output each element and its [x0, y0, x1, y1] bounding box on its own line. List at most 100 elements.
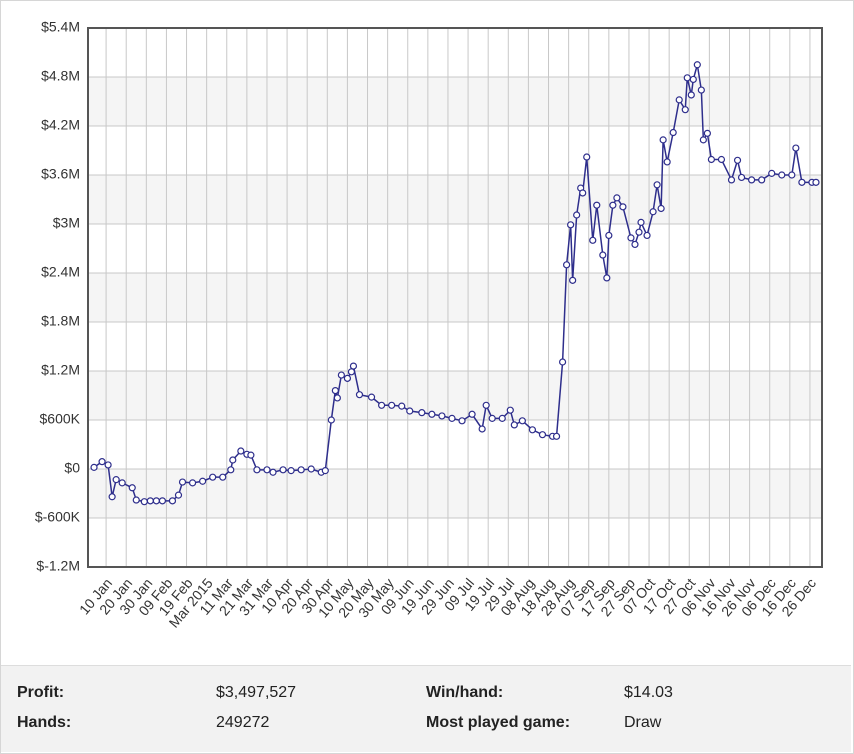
data-point: [609, 201, 617, 209]
data-point: [703, 129, 711, 137]
data-point: [518, 417, 526, 425]
data-point: [333, 394, 341, 402]
data-point: [552, 432, 561, 440]
data-point: [506, 406, 514, 414]
data-point: [428, 410, 436, 418]
y-tick-label: $5.4M: [41, 19, 80, 35]
stat-label: Win/hand:: [426, 684, 504, 701]
data-point: [510, 421, 518, 429]
data-point: [792, 144, 800, 152]
y-tick-label: $2.4M: [41, 264, 80, 280]
data-point: [168, 497, 177, 505]
data-point: [287, 467, 295, 475]
data-point: [128, 484, 136, 492]
data-point: [631, 240, 639, 249]
data-point: [458, 417, 466, 425]
data-point: [146, 497, 154, 505]
data-point: [140, 498, 148, 506]
y-tick-label: $1.2M: [41, 362, 80, 378]
data-point: [178, 478, 187, 486]
data-point: [727, 176, 736, 184]
stat-label: Profit:: [17, 684, 65, 701]
data-point: [438, 412, 446, 420]
data-point: [758, 176, 766, 184]
data-point: [468, 410, 476, 418]
data-point: [108, 493, 116, 501]
data-point: [649, 208, 657, 216]
data-point: [528, 426, 537, 434]
data-point: [378, 401, 386, 409]
data-point: [613, 194, 621, 202]
y-tick-label: $3M: [53, 215, 80, 231]
data-point: [263, 466, 271, 474]
data-point: [619, 203, 627, 211]
data-point: [573, 211, 581, 219]
data-point: [659, 136, 667, 144]
data-point: [253, 466, 261, 474]
data-point: [675, 96, 683, 104]
data-point: [593, 201, 601, 209]
data-point: [707, 155, 715, 164]
data-point: [488, 414, 496, 422]
data-point: [579, 189, 587, 197]
chart: $-1.2M $-600K $0 $600K $1.2M $1.8M $2.4M $3M $3.…: [35, 19, 823, 631]
grid-band: [88, 77, 822, 126]
data-point: [733, 156, 742, 164]
data-point: [237, 447, 245, 455]
y-tick-label: $1.8M: [41, 313, 80, 329]
data-point: [663, 158, 671, 166]
data-point: [418, 409, 426, 417]
data-point: [297, 466, 305, 474]
y-tick-label: $4.2M: [41, 117, 80, 133]
data-point: [478, 425, 486, 433]
data-point: [635, 228, 643, 236]
data-point: [498, 414, 506, 422]
data-point: [104, 461, 112, 469]
data-point: [683, 74, 691, 82]
stat-label: Hands:: [17, 714, 72, 731]
data-point: [687, 91, 695, 99]
data-point: [569, 276, 577, 284]
data-point: [174, 491, 183, 499]
data-point: [349, 362, 358, 370]
data-point: [152, 497, 160, 505]
data-point: [599, 251, 607, 259]
stat-label: Most played game:: [426, 714, 571, 731]
data-point: [343, 374, 352, 382]
data-point: [327, 416, 335, 424]
data-point: [229, 456, 237, 464]
data-point: [657, 204, 665, 213]
data-point: [693, 61, 701, 69]
data-point: [337, 371, 345, 379]
data-point: [118, 479, 126, 487]
data-point: [798, 178, 806, 186]
data-point: [669, 128, 677, 137]
data-point: [406, 407, 414, 415]
data-point: [627, 234, 635, 242]
y-tick-label: $-1.2M: [36, 558, 80, 574]
y-tick-label: $3.6M: [41, 166, 80, 182]
data-point: [112, 476, 120, 484]
data-point: [689, 75, 697, 84]
grid-band: [88, 469, 822, 518]
data-point: [448, 414, 456, 422]
data-point: [199, 477, 207, 485]
grid-band: [88, 273, 822, 322]
data-point: [158, 497, 167, 505]
data-point: [737, 173, 746, 182]
stats-panel: Profit: $3,497,527 Win/hand: $14.03 Hands: 24…: [1, 665, 851, 752]
data-point: [589, 236, 597, 244]
data-point: [681, 106, 689, 114]
data-point: [558, 358, 567, 366]
data-point: [788, 171, 796, 179]
data-point: [269, 468, 277, 476]
data-point: [188, 479, 197, 487]
data-point: [347, 368, 356, 376]
grid-band: [88, 371, 822, 420]
data-point: [388, 401, 396, 409]
data-point: [538, 431, 547, 439]
data-point: [778, 171, 786, 179]
y-tick-label: $600K: [40, 411, 81, 427]
data-point: [331, 387, 339, 395]
data-point: [563, 261, 571, 269]
